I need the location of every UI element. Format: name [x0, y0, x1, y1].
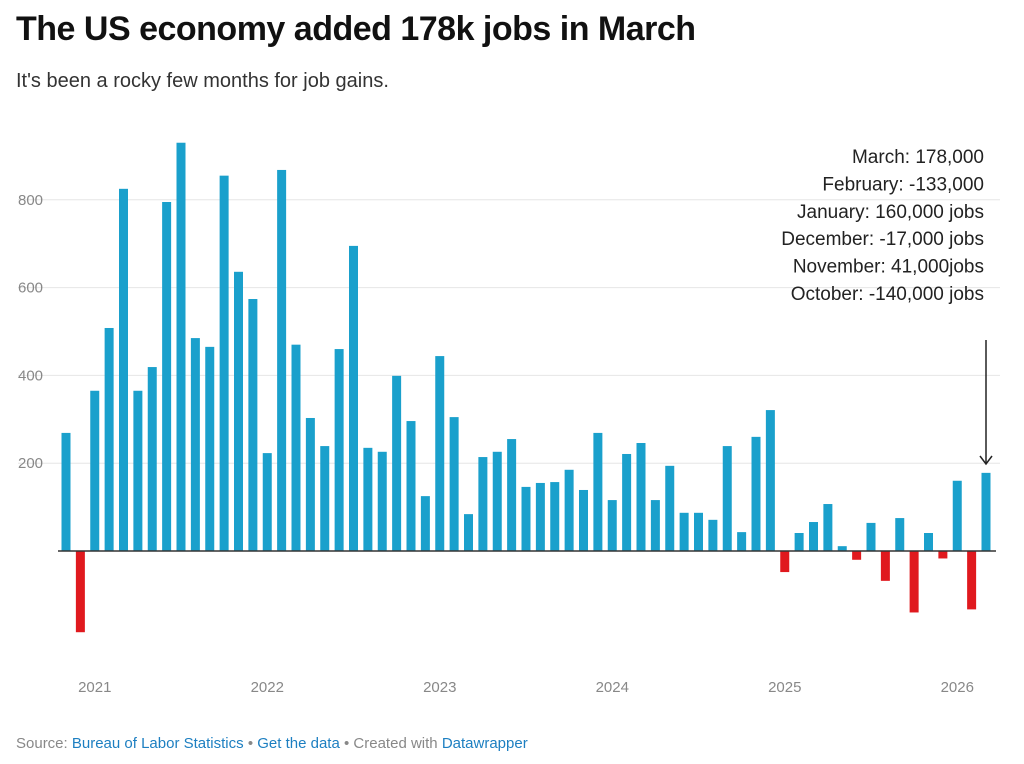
bar — [334, 349, 344, 551]
bar — [823, 504, 833, 551]
bar — [464, 514, 473, 551]
bar — [133, 390, 143, 551]
bar — [665, 465, 675, 551]
arrowhead-icon — [979, 455, 993, 466]
bar — [363, 447, 373, 551]
x-tick-label: 2026 — [941, 679, 974, 696]
bar — [205, 346, 215, 551]
annotation-line: March: 178,000 — [852, 147, 984, 168]
bar — [708, 519, 718, 551]
bar — [837, 546, 847, 551]
bar — [535, 482, 545, 551]
bar — [219, 175, 229, 551]
annotation-line: December: -17,000 jobs — [781, 229, 984, 250]
bar — [636, 443, 646, 551]
bar — [147, 367, 157, 551]
bar-chart: 200 400 600 800 2021 2022 2023 2024 2025 2026 Marc… — [18, 142, 1000, 696]
bar — [650, 500, 660, 551]
bar — [938, 551, 948, 559]
y-tick-label: 400 — [18, 367, 43, 384]
x-tick-label: 2022 — [251, 679, 284, 696]
bar — [492, 451, 502, 551]
bar — [478, 457, 488, 551]
bar — [420, 496, 430, 551]
bar — [406, 421, 416, 551]
footer: Source: Bureau of Labor Statistics • Get… — [16, 735, 528, 752]
bar — [852, 551, 862, 560]
bar — [305, 417, 315, 551]
bar — [952, 480, 962, 551]
bar — [277, 169, 287, 551]
bar — [392, 375, 402, 551]
bar — [622, 453, 632, 551]
bar — [737, 532, 747, 551]
bar — [162, 201, 172, 551]
bar — [176, 142, 186, 552]
get-data-link[interactable]: Get the data — [257, 735, 340, 752]
bar — [61, 432, 71, 551]
bar — [593, 432, 603, 551]
bar — [880, 551, 890, 581]
bar — [909, 551, 919, 613]
bar — [579, 489, 588, 551]
annotation-line: October: -140,000 jobs — [791, 284, 984, 305]
bar — [75, 551, 85, 633]
bar — [320, 446, 330, 551]
bar — [262, 453, 272, 551]
bar — [248, 299, 258, 551]
bar — [349, 245, 358, 551]
bar — [981, 472, 991, 551]
x-tick-label: 2024 — [596, 679, 629, 696]
annotation-line: November: 41,000jobs — [793, 257, 984, 278]
bar — [104, 327, 114, 551]
bar — [765, 410, 775, 551]
y-tick-label: 200 — [18, 455, 43, 472]
bar — [521, 486, 531, 551]
bar — [924, 533, 933, 551]
bar — [866, 522, 876, 551]
bar — [119, 188, 128, 551]
bar — [435, 356, 445, 551]
bar — [291, 344, 301, 551]
y-tick-label: 600 — [18, 280, 43, 297]
bar — [895, 518, 905, 551]
bar — [90, 390, 100, 551]
created-label: Created with — [353, 735, 438, 752]
separator: • — [247, 735, 254, 752]
chart-subtitle: It's been a rocky few months for job gai… — [16, 70, 389, 92]
bar — [234, 271, 243, 551]
bar — [564, 469, 574, 551]
x-tick-label: 2023 — [423, 679, 456, 696]
chart-title: The US economy added 178k jobs in March — [16, 10, 696, 48]
bar — [722, 446, 732, 551]
bar — [751, 436, 761, 551]
bar — [780, 551, 790, 573]
x-tick-label: 2021 — [78, 679, 111, 696]
bar — [449, 417, 459, 551]
source-label: Source: — [16, 735, 68, 752]
datawrapper-link[interactable]: Datawrapper — [441, 735, 528, 752]
bar — [190, 338, 200, 551]
source-link[interactable]: Bureau of Labor Statistics — [71, 735, 244, 752]
annotation-line: February: -133,000 — [822, 174, 984, 195]
bar — [607, 500, 617, 551]
bar — [550, 482, 560, 551]
bar — [507, 439, 517, 551]
bar — [967, 551, 977, 610]
bar — [679, 512, 689, 551]
y-tick-label: 800 — [18, 192, 43, 209]
bar — [809, 522, 818, 551]
bar — [694, 512, 703, 551]
annotation-line: January: 160,000 jobs — [797, 202, 984, 223]
bar — [377, 451, 387, 551]
x-tick-label: 2025 — [768, 679, 801, 696]
bar — [794, 533, 804, 551]
separator: • — [343, 735, 350, 752]
